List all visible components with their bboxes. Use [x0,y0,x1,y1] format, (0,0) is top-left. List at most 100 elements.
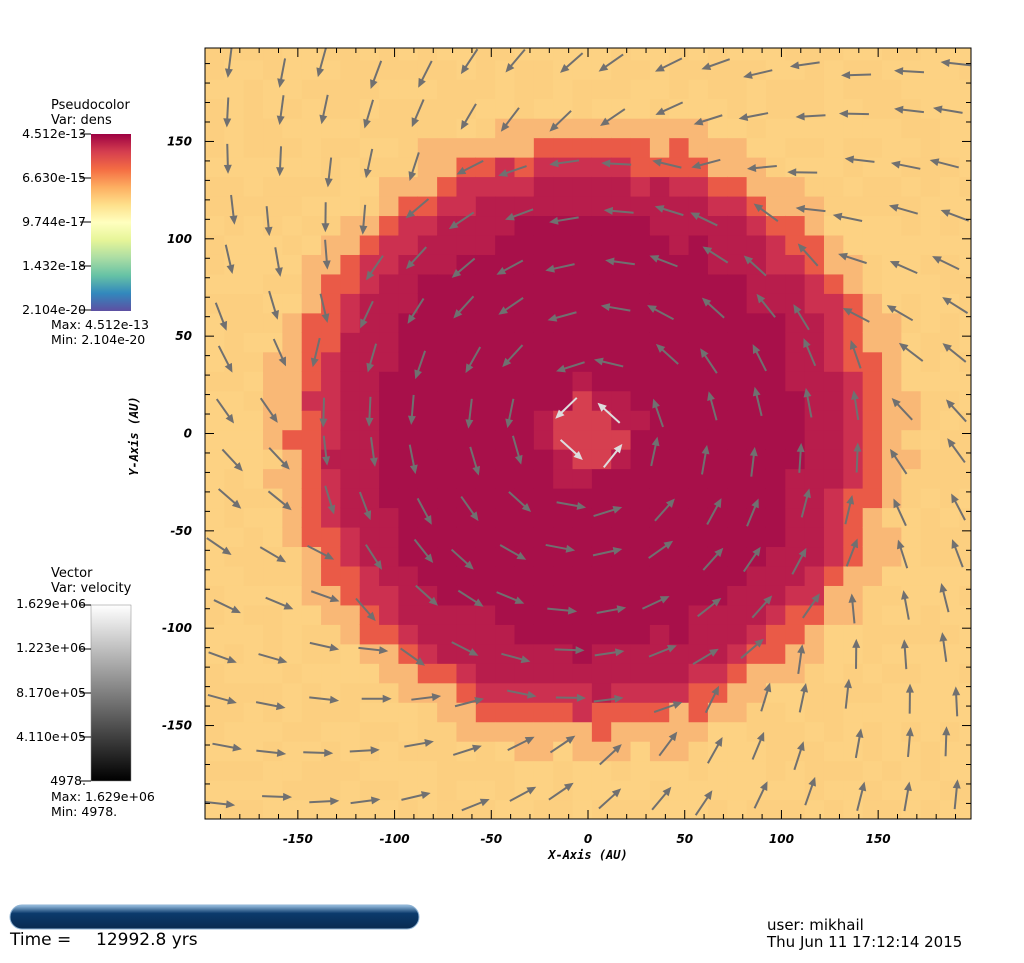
velocity-arrow [694,790,713,816]
density-cell [649,468,670,489]
density-cell [301,429,322,450]
density-cell [553,48,574,61]
density-cell [243,195,264,217]
velocity-arrow [307,544,335,560]
density-cell [843,565,864,586]
density-cell [649,351,670,372]
density-cell [920,449,941,470]
density-cell [669,195,690,217]
density-cell [688,98,709,119]
density-cell [843,780,864,801]
density-cell [417,449,438,470]
density-cell [533,293,554,314]
density-cell [727,254,748,275]
density-cell [533,780,554,801]
velocity-arrow [319,94,329,125]
density-cell [301,157,322,178]
density-cell [727,98,748,119]
density-cell [940,48,960,61]
y-tick-label: 150 [167,134,192,148]
velocity-arrow [697,597,722,618]
density-cell [495,176,516,197]
density-cell [669,293,690,314]
density-cell [205,118,225,139]
density-cell [823,780,844,801]
velocity-arrow [942,297,969,314]
density-cell [862,410,883,431]
density-cell [243,488,264,509]
density-cell [920,682,941,703]
density-cell [882,468,902,489]
density-cell [437,526,458,548]
density-cell [862,254,883,275]
density-cell [959,429,971,450]
density-cell [862,312,883,333]
density-cell [533,195,554,217]
density-cell [475,429,496,450]
density-cell [959,682,971,703]
density-cell [630,273,651,294]
density-cell [224,118,245,139]
density-cell [901,624,922,645]
density-cell [282,410,303,431]
density-cell [340,526,361,548]
density-cell [823,468,844,489]
velocity-arrow [276,146,285,177]
density-cell [321,332,342,353]
density-cell [437,98,458,119]
density-cell [843,176,864,197]
density-cell [843,468,864,489]
velocity-arrow [652,398,664,428]
density-cell [843,643,864,664]
density-cell [707,195,728,217]
density-cell [823,663,844,684]
velocity-arrow [845,538,859,567]
density-cell [456,663,477,684]
density-cell [920,780,941,801]
density-cell [727,663,748,684]
density-cell [514,741,535,762]
density-cell [398,351,419,372]
density-cell [379,371,400,392]
density-cell [901,195,922,217]
density-cell [862,760,883,781]
density-cell [823,449,844,470]
velocity-arrow [365,544,383,570]
density-cell [688,526,709,548]
density-cell [688,468,709,489]
density-cell [495,215,516,236]
density-cell [417,643,438,664]
density-cell [475,624,496,645]
density-cell [553,507,574,528]
velocity-arrow [457,589,484,607]
density-cell [669,565,690,586]
density-cell [301,48,322,61]
density-cell [437,780,458,801]
density-cell [959,741,971,762]
velocity-arrow [496,591,525,604]
density-cell [940,565,960,586]
density-cell [862,741,883,762]
density-cell [669,585,690,606]
density-cell [901,565,922,586]
density-cell [282,741,303,762]
density-cell [804,234,825,255]
density-cell [205,624,225,645]
density-cell [843,585,864,606]
velocity-arrow [310,337,321,368]
velocity-arrow [363,99,375,129]
density-cell [379,468,400,489]
density-cell [379,48,400,61]
density-cell [321,488,342,509]
density-cell [630,565,651,586]
density-cell [765,585,786,606]
density-cell [379,449,400,470]
density-cell [843,429,864,450]
density-cell [920,234,941,255]
velocity-arrow [740,638,764,659]
density-cell [882,565,902,586]
pseudocolor-legend-title: Pseudocolor [51,98,130,113]
density-cell [456,526,477,548]
density-cell [882,59,902,80]
density-cell [340,429,361,450]
